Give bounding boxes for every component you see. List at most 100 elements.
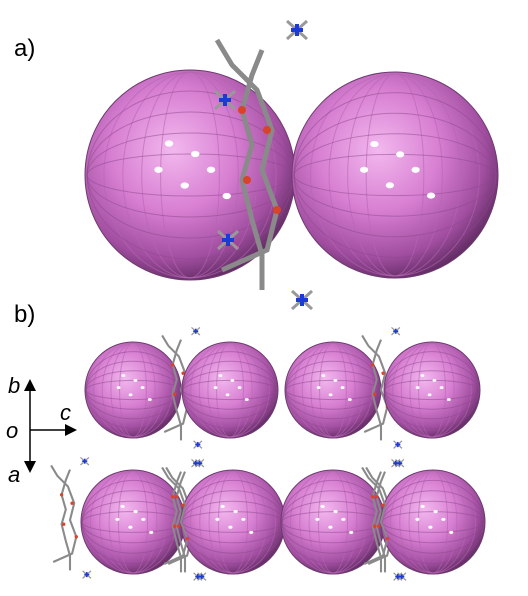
highlight <box>315 518 319 521</box>
highlight <box>223 193 231 199</box>
oxygen <box>70 502 73 505</box>
sphere <box>181 470 285 574</box>
highlight <box>241 518 245 521</box>
axis-label: a <box>8 462 20 487</box>
oxygen <box>171 495 174 498</box>
oxygen <box>243 176 251 184</box>
highlight <box>421 505 425 508</box>
highlight <box>415 518 419 521</box>
axis-label: o <box>6 418 18 443</box>
highlight <box>447 398 451 401</box>
page: a) b) b c o a (() => { const data = JSON… <box>0 0 528 596</box>
panel-label: a) <box>14 35 35 62</box>
sphere <box>285 342 381 438</box>
highlight <box>234 510 238 513</box>
oxygen <box>186 537 189 540</box>
highlight <box>149 531 153 534</box>
highlight <box>317 386 321 389</box>
oxygen <box>238 106 246 114</box>
highlight <box>230 379 234 382</box>
highlight <box>321 505 325 508</box>
oxygen <box>377 525 380 528</box>
sphere <box>384 342 480 438</box>
sphere <box>381 470 485 574</box>
sphere <box>81 470 185 574</box>
highlight <box>191 151 199 157</box>
oxygen <box>62 523 65 526</box>
oxygen <box>177 525 180 528</box>
oxygen <box>381 504 384 507</box>
highlight <box>420 374 424 377</box>
highlight <box>207 167 215 173</box>
oxygen <box>381 372 384 375</box>
oxygen <box>386 537 389 540</box>
molecules <box>51 21 498 580</box>
highlight <box>165 140 173 146</box>
oxygen <box>75 535 78 538</box>
highlight <box>434 510 438 513</box>
highlight <box>341 518 345 521</box>
panel-label: b) <box>14 301 35 328</box>
highlight <box>432 379 436 382</box>
highlight <box>449 531 453 534</box>
highlight <box>328 526 332 529</box>
highlight <box>228 526 232 529</box>
highlight <box>321 374 325 377</box>
highlight <box>440 386 444 389</box>
highlight <box>128 526 132 529</box>
highlight <box>154 167 162 173</box>
oxygen <box>60 493 63 496</box>
sphere <box>85 342 181 438</box>
highlight <box>215 518 219 521</box>
highlight <box>348 398 352 401</box>
oxygen <box>173 393 176 396</box>
highlight <box>334 510 338 513</box>
highlight <box>428 526 432 529</box>
figure: a) b) b c o a <box>0 0 528 596</box>
axis-label: c <box>60 400 71 425</box>
oxygen <box>273 206 281 214</box>
highlight <box>370 141 378 147</box>
oxygen <box>173 525 176 528</box>
highlight <box>238 386 242 389</box>
highlight <box>441 518 445 521</box>
highlight <box>428 393 432 396</box>
highlight <box>141 386 145 389</box>
highlight <box>115 518 119 521</box>
sphere <box>182 342 278 438</box>
highlight <box>416 386 420 389</box>
highlight <box>121 505 125 508</box>
highlight <box>214 386 218 389</box>
highlight <box>341 386 345 389</box>
highlight <box>129 393 133 396</box>
highlight <box>386 182 394 188</box>
highlight <box>117 386 121 389</box>
highlight <box>148 398 152 401</box>
sphere <box>292 72 498 278</box>
highlight <box>245 398 249 401</box>
axis-label: b <box>8 373 20 398</box>
oxygen <box>171 363 174 366</box>
highlight <box>141 518 145 521</box>
highlight <box>360 167 368 173</box>
highlight <box>349 531 353 534</box>
sphere <box>281 470 385 574</box>
highlight <box>181 182 189 188</box>
highlight <box>249 531 253 534</box>
oxygen <box>373 525 376 528</box>
oxygen <box>371 363 374 366</box>
oxygen <box>373 393 376 396</box>
oxygen <box>175 495 178 498</box>
highlight <box>329 393 333 396</box>
highlight <box>121 374 125 377</box>
highlight <box>134 510 138 513</box>
highlight <box>427 193 435 199</box>
highlight <box>133 379 137 382</box>
oxygen <box>263 126 271 134</box>
oxygen <box>375 495 378 498</box>
highlight <box>411 167 419 173</box>
highlight <box>396 151 404 157</box>
highlight <box>218 374 222 377</box>
oxygen <box>371 495 374 498</box>
highlight <box>226 393 230 396</box>
